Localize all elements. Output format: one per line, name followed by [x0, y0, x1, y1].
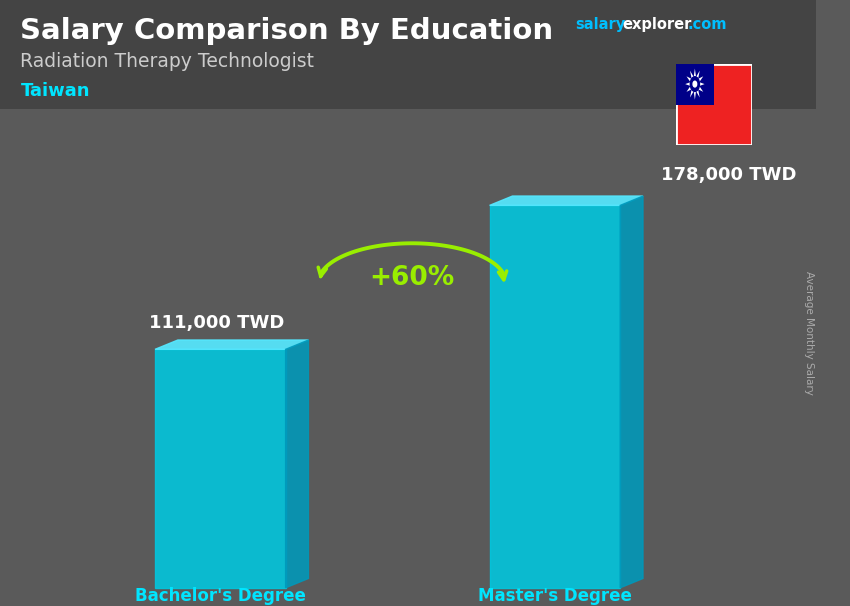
Polygon shape — [155, 349, 286, 588]
Polygon shape — [286, 340, 309, 588]
Text: salary: salary — [575, 17, 626, 32]
Text: Salary Comparison By Education: Salary Comparison By Education — [20, 17, 553, 45]
Polygon shape — [676, 64, 752, 145]
Text: Bachelor's Degree: Bachelor's Degree — [135, 587, 306, 605]
Polygon shape — [490, 196, 643, 205]
Text: .com: .com — [687, 17, 727, 32]
FancyBboxPatch shape — [0, 0, 816, 109]
Text: 111,000 TWD: 111,000 TWD — [149, 315, 284, 332]
Text: Taiwan: Taiwan — [20, 82, 90, 100]
Text: explorer: explorer — [622, 17, 692, 32]
Text: +60%: +60% — [370, 265, 455, 291]
Polygon shape — [620, 196, 643, 588]
Polygon shape — [490, 205, 620, 588]
Text: Radiation Therapy Technologist: Radiation Therapy Technologist — [20, 52, 314, 70]
Circle shape — [693, 81, 697, 87]
Circle shape — [690, 77, 700, 92]
Polygon shape — [676, 64, 714, 104]
Polygon shape — [685, 68, 705, 99]
Text: Master's Degree: Master's Degree — [478, 587, 632, 605]
Text: Average Monthly Salary: Average Monthly Salary — [804, 271, 814, 395]
Text: 178,000 TWD: 178,000 TWD — [661, 166, 796, 184]
Polygon shape — [155, 340, 309, 349]
